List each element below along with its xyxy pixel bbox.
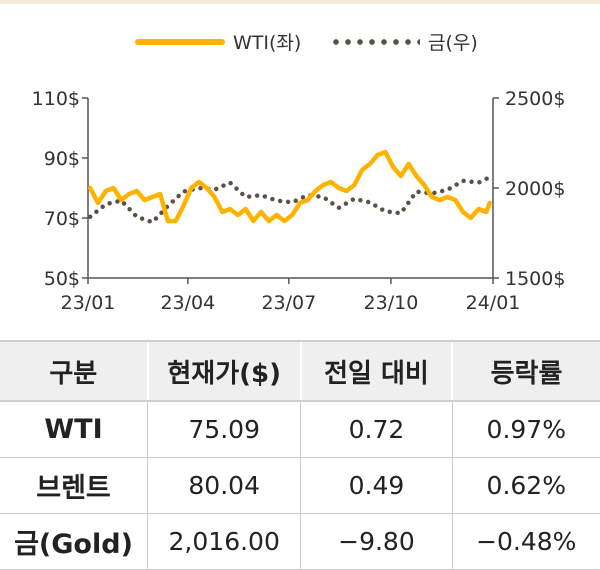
cell-rate: 0.97% <box>451 401 600 458</box>
row-label: WTI <box>0 401 148 458</box>
cell-price: 2,016.00 <box>147 513 301 570</box>
row-label: 금(Gold) <box>0 513 148 570</box>
table-row: 브렌트 80.04 0.49 0.62% <box>0 457 600 514</box>
x-tick-label: 23/01 <box>61 292 116 314</box>
price-chart: 110$ 90$ 70$ 50$ 2500$ 2000$ 1500$ 23/01 23/04 23… <box>32 88 566 314</box>
cell-rate: 0.62% <box>451 457 600 514</box>
row-label: 브렌트 <box>0 457 148 514</box>
cell-change: −9.80 <box>300 513 453 570</box>
price-table: 구분 현재가($) 전일 대비 등락률 WTI 75.09 0.72 0.97%… <box>0 340 600 570</box>
y-left-tick-label: 50$ <box>44 268 80 290</box>
x-tick-label: 24/01 <box>466 292 521 314</box>
legend-swatch-wti <box>135 38 225 45</box>
table-row: 금(Gold) 2,016.00 −9.80 −0.48% <box>0 513 600 570</box>
legend-label-wti: WTI(좌) <box>233 32 302 54</box>
chart-legend: WTI(좌) 금(우) <box>0 28 600 56</box>
header-price: 현재가($) <box>146 340 301 402</box>
table-header-row: 구분 현재가($) 전일 대비 등락률 <box>0 340 600 402</box>
cell-rate: −0.48% <box>451 513 600 570</box>
legend-item-wti: WTI(좌) <box>135 28 301 55</box>
legend-label-gold: 금(우) <box>428 32 478 54</box>
cell-price: 75.09 <box>147 401 301 458</box>
y-left-tick-label: 90$ <box>44 148 80 170</box>
legend-swatch-gold <box>330 38 420 45</box>
x-tick-label: 23/07 <box>261 292 316 314</box>
cell-price: 80.04 <box>147 457 301 514</box>
legend-item-gold: 금(우) <box>330 28 478 55</box>
header-change: 전일 대비 <box>299 340 453 402</box>
cell-change: 0.49 <box>300 457 453 514</box>
y-right-tick-label: 2000$ <box>505 178 565 200</box>
y-left-tick-label: 70$ <box>44 208 80 230</box>
x-tick-label: 23/04 <box>160 292 215 314</box>
table-row: WTI 75.09 0.72 0.97% <box>0 401 600 458</box>
y-right-tick-label: 1500$ <box>505 268 565 290</box>
top-border <box>0 0 600 4</box>
header-rate: 등락률 <box>451 340 600 402</box>
header-category: 구분 <box>0 340 148 402</box>
y-right-tick-label: 2500$ <box>505 88 565 110</box>
series-line-wti <box>87 149 492 224</box>
x-tick-label: 23/10 <box>364 292 419 314</box>
y-left-tick-label: 110$ <box>32 88 80 110</box>
cell-change: 0.72 <box>300 401 453 458</box>
